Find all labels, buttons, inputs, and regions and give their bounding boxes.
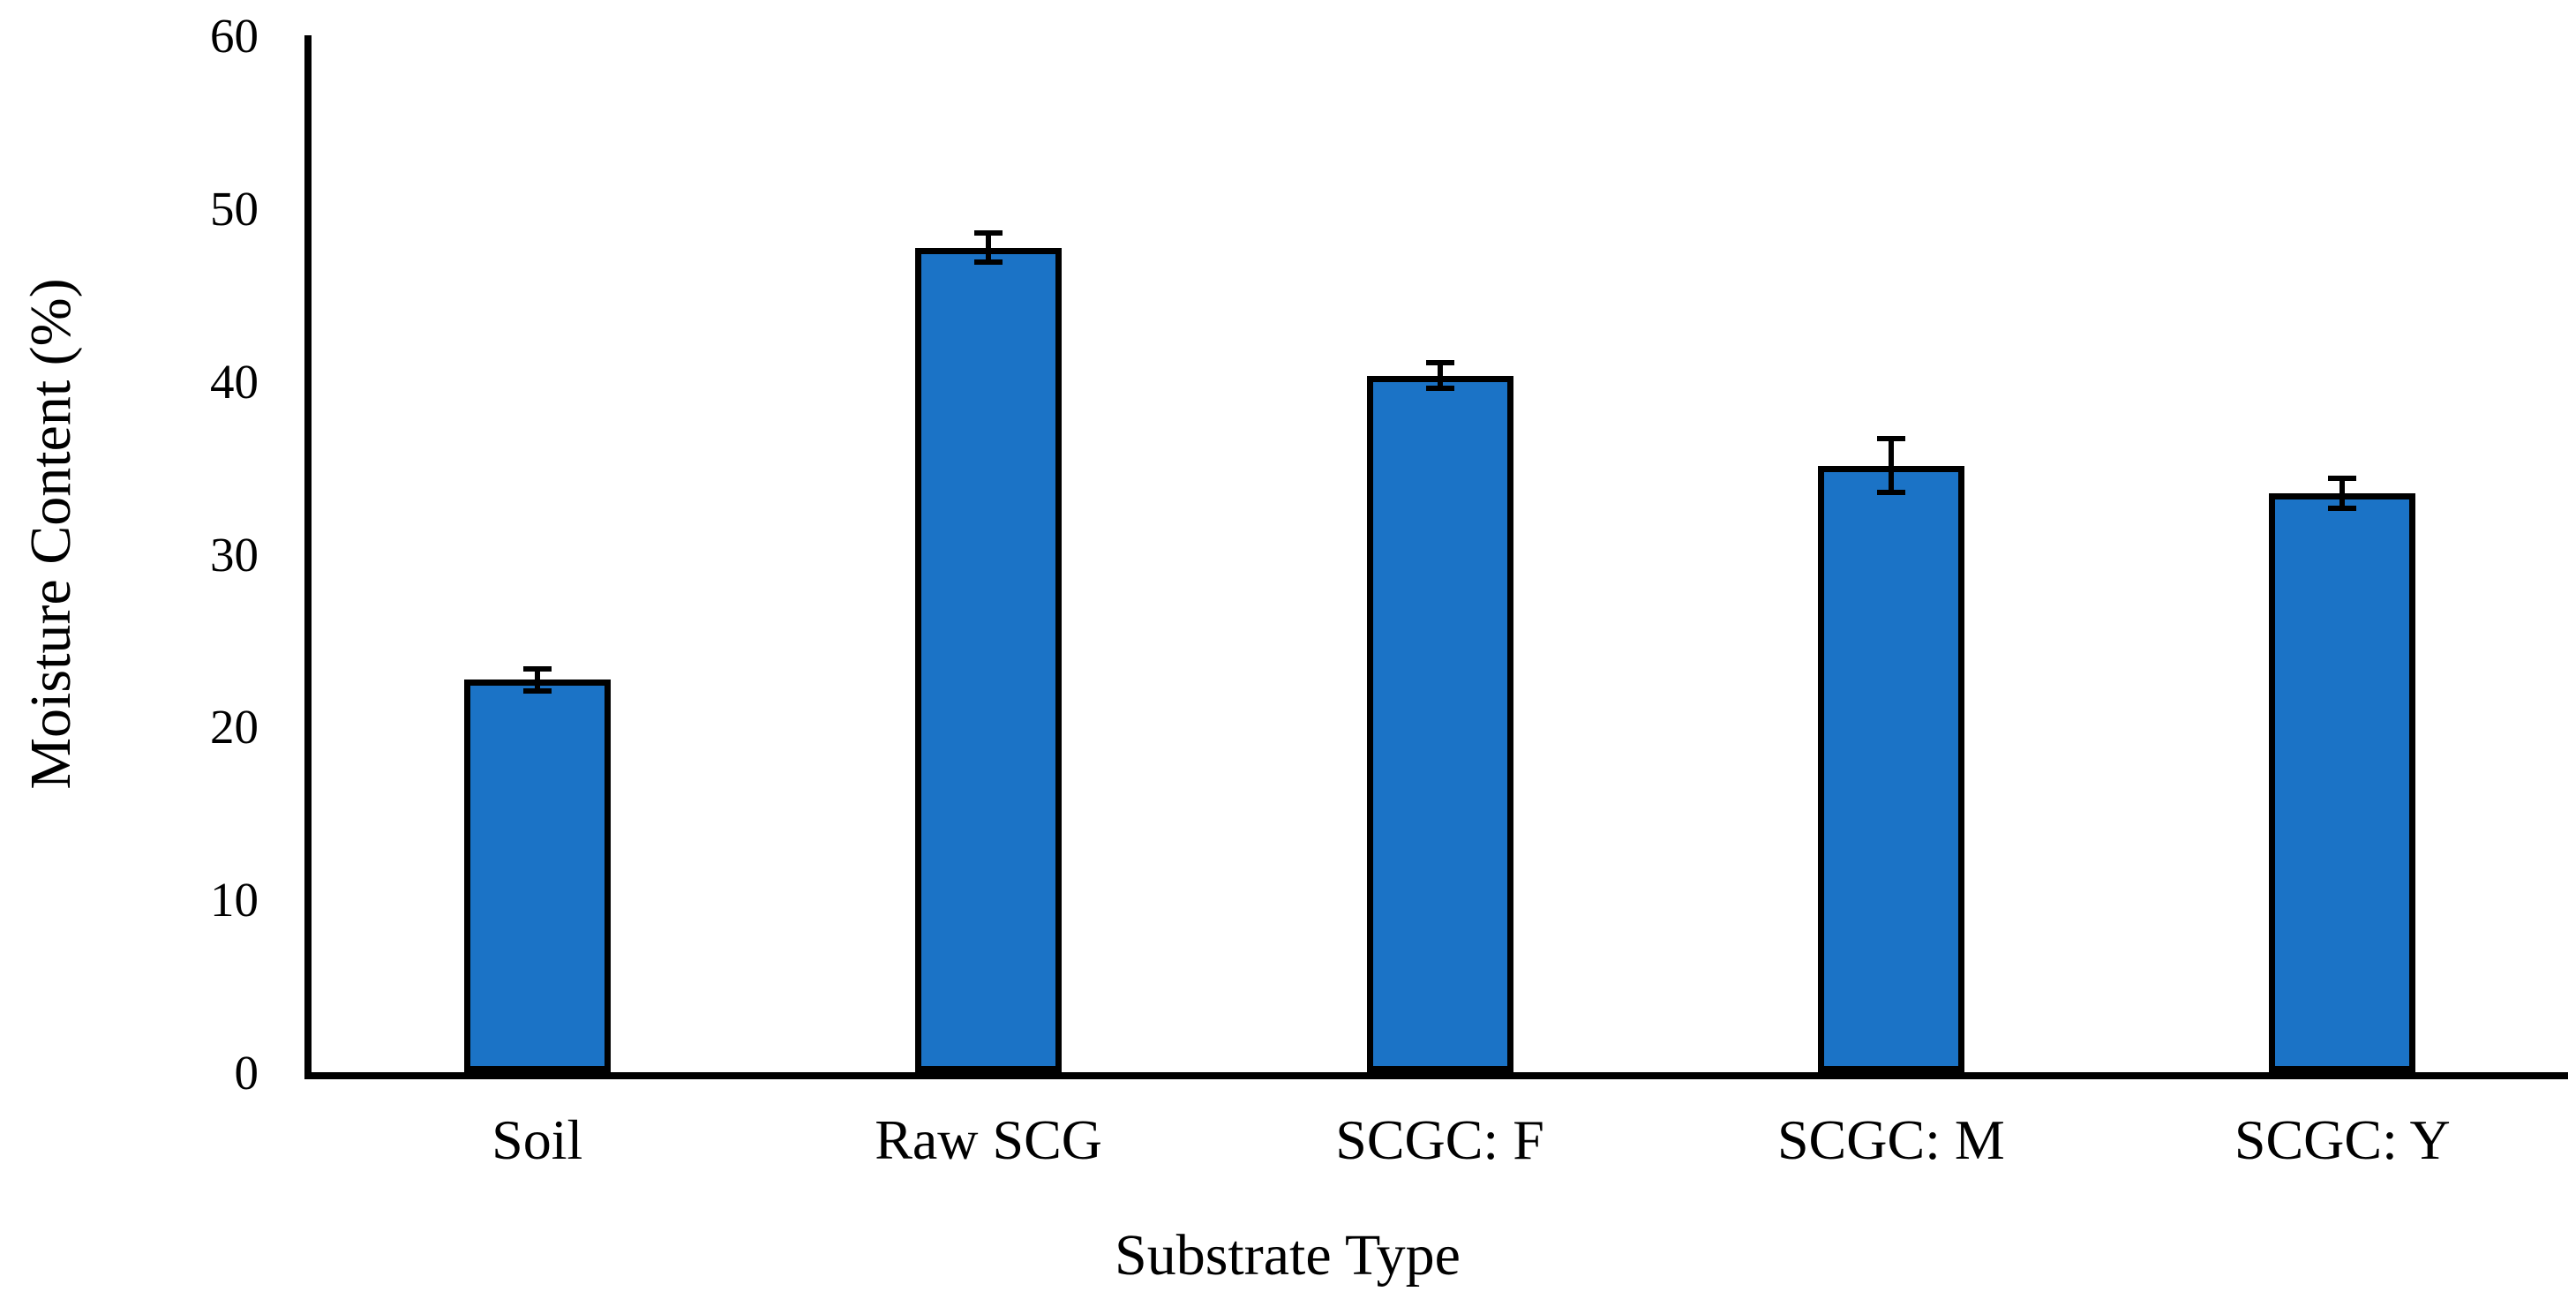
bar-scgc-f — [1366, 375, 1513, 1072]
y-tick-label-10: 10 — [210, 873, 259, 927]
x-tick-label-3: SCGC: F — [1335, 1108, 1544, 1171]
error-bar-line — [986, 230, 992, 266]
y-tick-label-20: 20 — [210, 700, 259, 755]
x-axis-title: Substrate Type — [1115, 1223, 1461, 1288]
y-tick-label-0: 0 — [234, 1046, 259, 1100]
y-tick-label-40: 40 — [210, 354, 259, 409]
error-bar-cap-bottom — [1876, 489, 1905, 495]
y-tick-label-50: 50 — [210, 181, 259, 236]
error-bar-cap-top — [1425, 360, 1454, 366]
error-bar-cap-top — [1876, 436, 1905, 442]
error-bar-line — [1437, 360, 1443, 392]
error-bar-line — [2339, 476, 2346, 511]
bar-scgc-m — [1817, 465, 1964, 1072]
error-bar-cap-bottom — [974, 259, 1003, 266]
y-tick-label-30: 30 — [210, 527, 259, 582]
error-bar-cap-top — [522, 665, 552, 672]
bar-soil — [463, 680, 611, 1072]
plot-area — [304, 35, 2568, 1079]
y-axis-title: Moisture Content (%) — [19, 278, 83, 790]
x-tick-label-2: Raw SCG — [875, 1108, 1102, 1171]
bar-raw-scg — [915, 247, 1063, 1072]
x-tick-label-5: SCGC: Y — [2234, 1108, 2451, 1171]
error-bar-cap-top — [974, 230, 1003, 237]
error-bar-cap-top — [2328, 476, 2357, 482]
error-bar-line — [534, 665, 540, 695]
bar-scgc-y — [2269, 492, 2416, 1072]
error-bar-cap-bottom — [1425, 386, 1454, 392]
x-tick-label-1: Soil — [492, 1108, 583, 1171]
error-bar-cap-bottom — [2328, 505, 2357, 511]
error-bar-line — [1888, 436, 1894, 495]
y-tick-label-60: 60 — [210, 9, 259, 63]
error-bar-cap-bottom — [522, 688, 552, 695]
x-tick-label-4: SCGC: M — [1776, 1108, 2005, 1171]
